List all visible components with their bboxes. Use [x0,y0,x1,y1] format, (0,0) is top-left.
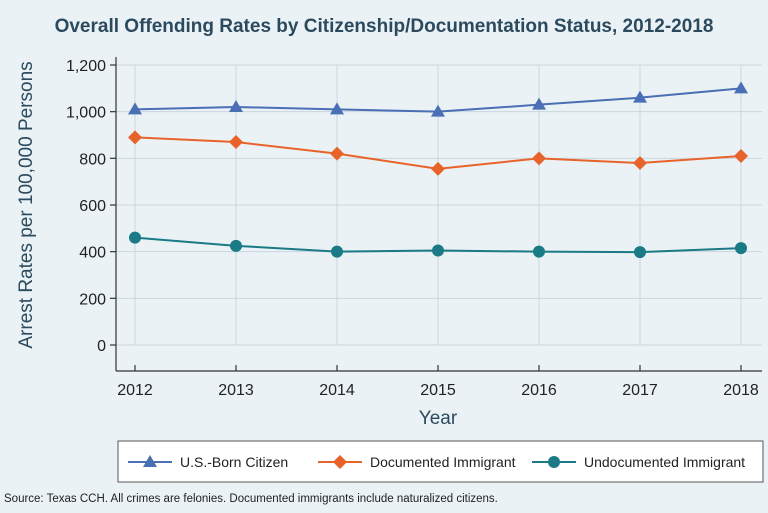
chart-title: Overall Offending Rates by Citizenship/D… [55,16,714,37]
data-point-1-2017 [633,156,647,170]
legend-label-1: Documented Immigrant [370,454,516,470]
x-tick-label: 2013 [218,382,254,399]
y-tick-label: 400 [79,245,106,262]
legend-label-0: U.S.-Born Citizen [180,454,288,470]
data-point-2-2016 [533,245,545,258]
data-point-0-2015 [431,104,445,117]
data-point-1-2015 [431,161,445,176]
data-point-2-2013 [230,239,242,252]
x-tick-label: 2017 [622,382,658,399]
y-tick-label: 200 [79,291,106,308]
source-note: Source: Texas CCH. All crimes are feloni… [4,493,498,505]
data-point-2-2015 [432,244,444,257]
legend-marker-2 [548,456,560,468]
data-point-1-2012 [128,130,142,145]
data-point-0-2014 [330,102,344,115]
y-tick-label: 800 [79,151,106,168]
data-point-2-2018 [735,242,747,255]
data-point-0-2013 [229,100,243,112]
data-point-1-2016 [532,151,546,166]
data-point-0-2016 [532,97,546,110]
data-point-2-2012 [129,231,141,244]
data-point-1-2014 [330,146,344,161]
data-point-1-2013 [229,135,243,149]
legend-label-2: Undocumented Immigrant [584,454,745,470]
y-tick-label: 1,000 [66,105,106,122]
x-tick-label: 2014 [319,382,355,399]
y-tick-label: 0 [97,338,106,355]
x-tick-label: 2016 [521,382,557,399]
legend-box [117,440,764,483]
legend-marker-1 [333,455,347,469]
data-point-1-2018 [734,149,748,163]
legend-marker-0 [143,455,157,467]
x-tick-label: 2018 [723,382,759,399]
data-point-2-2017 [634,246,646,259]
x-tick-label: 2012 [117,382,153,399]
y-tick-label: 600 [79,198,106,215]
data-point-2-2014 [331,245,343,258]
legend: U.S.-Born Citizen Documented Immigrant Und… [128,454,745,470]
x-axis-label: Year [419,408,458,429]
axes: 0 200 400 600 800 1,000 1,200 2012 2013 2014 2015 2… [66,57,762,399]
data-point-0-2012 [128,102,142,115]
data-point-0-2018 [734,81,748,94]
y-axis-label: Arrest Rates per 100,000 Persons [16,61,37,348]
y-tick-label: 1,200 [66,58,106,75]
data-point-0-2017 [633,90,647,103]
x-tick-label: 2015 [420,382,456,399]
series-group [128,81,748,259]
